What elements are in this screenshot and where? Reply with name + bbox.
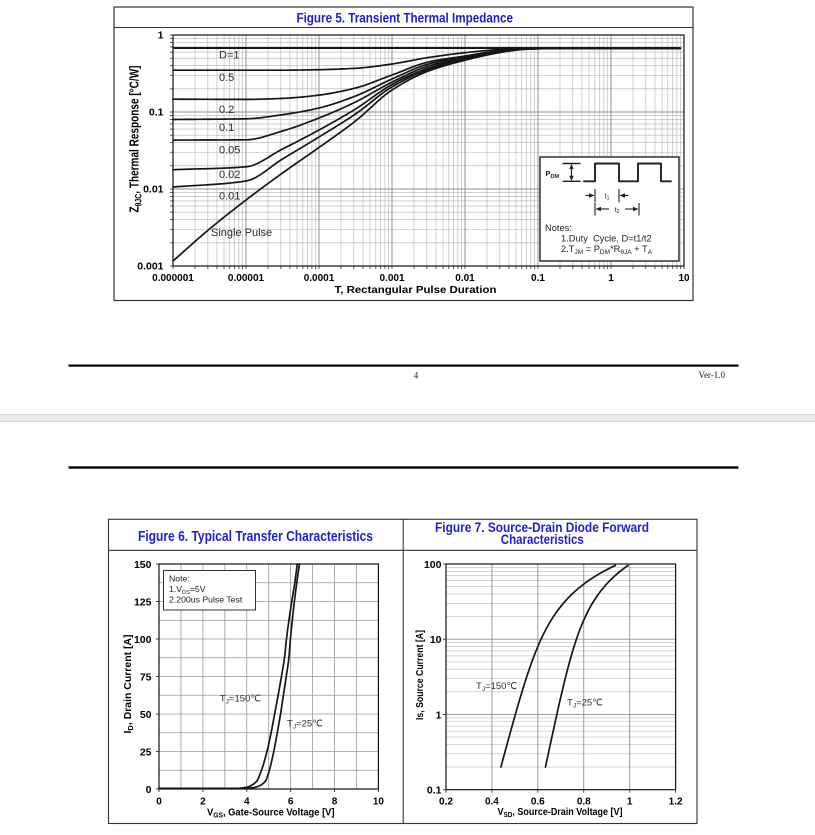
svg-text:1: 1 bbox=[436, 709, 442, 721]
svg-text:1.2: 1.2 bbox=[669, 797, 683, 808]
svg-text:0.4: 0.4 bbox=[485, 797, 499, 808]
svg-text:0.05: 0.05 bbox=[219, 145, 240, 157]
svg-text:0.001: 0.001 bbox=[379, 273, 404, 284]
svg-text:VGS, Gate-Source Voltage [V]: VGS, Gate-Source Voltage [V] bbox=[207, 807, 335, 820]
svg-text:0: 0 bbox=[156, 797, 162, 808]
svg-text:1: 1 bbox=[627, 797, 633, 808]
svg-text:0.1: 0.1 bbox=[149, 107, 164, 119]
svg-text:50: 50 bbox=[140, 709, 152, 721]
svg-text:1.VDS=5V: 1.VDS=5V bbox=[169, 584, 206, 596]
svg-text:25: 25 bbox=[140, 746, 152, 758]
svg-text:TJ=150℃: TJ=150℃ bbox=[220, 694, 261, 706]
svg-text:10: 10 bbox=[678, 273, 690, 284]
svg-text:1.Duty Cycle, D=t1/t2: 1.Duty Cycle, D=t1/t2 bbox=[561, 234, 652, 244]
svg-text:0.000001: 0.000001 bbox=[152, 273, 194, 284]
svg-text:2.200us Pulse Test: 2.200us Pulse Test bbox=[169, 595, 243, 605]
svg-text:10: 10 bbox=[373, 797, 385, 808]
svg-text:0.01: 0.01 bbox=[219, 191, 240, 203]
svg-text:Figure 5. Transient Thermal Im: Figure 5. Transient Thermal Impedance bbox=[296, 10, 513, 26]
svg-text:0.0001: 0.0001 bbox=[304, 273, 335, 284]
svg-text:0.8: 0.8 bbox=[577, 797, 591, 808]
svg-text:VSD, Source-Drain Voltage [V]: VSD, Source-Drain Voltage [V] bbox=[498, 806, 623, 819]
svg-text:100: 100 bbox=[424, 559, 442, 571]
svg-text:0.2: 0.2 bbox=[439, 797, 453, 808]
svg-text:Is, Source Current [A]: Is, Source Current [A] bbox=[414, 630, 426, 720]
svg-text:0.01: 0.01 bbox=[455, 273, 475, 284]
svg-text:6: 6 bbox=[288, 797, 294, 808]
svg-text:0.1: 0.1 bbox=[427, 785, 442, 797]
svg-text:Ver-1.0: Ver-1.0 bbox=[698, 370, 725, 380]
svg-text:Note:: Note: bbox=[169, 574, 190, 584]
svg-text:75: 75 bbox=[140, 671, 152, 683]
svg-text:8: 8 bbox=[332, 797, 338, 808]
svg-text:Figure 6. Typical Transfer Cha: Figure 6. Typical Transfer Characteristi… bbox=[138, 529, 373, 545]
svg-text:0.1: 0.1 bbox=[531, 273, 545, 284]
svg-text:0.00001: 0.00001 bbox=[228, 273, 265, 284]
svg-text:0.1: 0.1 bbox=[219, 122, 234, 134]
svg-text:Single Pulse: Single Pulse bbox=[211, 227, 272, 239]
svg-text:0.001: 0.001 bbox=[137, 261, 163, 273]
svg-text:PDM: PDM bbox=[546, 169, 560, 180]
svg-text:t2: t2 bbox=[615, 207, 620, 215]
svg-text:150: 150 bbox=[134, 559, 152, 571]
svg-text:Characteristics: Characteristics bbox=[501, 532, 584, 547]
svg-text:4: 4 bbox=[414, 371, 419, 381]
svg-text:TJ=150℃: TJ=150℃ bbox=[476, 681, 517, 693]
svg-text:100: 100 bbox=[134, 634, 152, 646]
svg-text:4: 4 bbox=[244, 797, 250, 808]
svg-text:t1: t1 bbox=[605, 194, 610, 202]
svg-text:0.6: 0.6 bbox=[531, 797, 545, 808]
svg-text:TJ=25℃: TJ=25℃ bbox=[287, 719, 323, 731]
svg-text:125: 125 bbox=[134, 596, 152, 608]
svg-text:Figure 7. Source-Drain Diode F: Figure 7. Source-Drain Diode Forward bbox=[435, 520, 649, 535]
svg-text:D=1: D=1 bbox=[219, 50, 240, 62]
svg-text:2.TJM = PDM*RθJA + TA: 2.TJM = PDM*RθJA + TA bbox=[561, 244, 653, 256]
svg-text:10: 10 bbox=[430, 634, 442, 646]
svg-text:ID, Drain Current [A]: ID, Drain Current [A] bbox=[122, 635, 135, 734]
svg-text:0.5: 0.5 bbox=[219, 72, 234, 84]
svg-text:T, Rectangular Pulse Duration: T, Rectangular Pulse Duration bbox=[335, 284, 497, 296]
svg-text:Notes:: Notes: bbox=[545, 223, 572, 233]
svg-text:1: 1 bbox=[158, 30, 164, 42]
svg-text:0.02: 0.02 bbox=[219, 169, 240, 181]
svg-text:2: 2 bbox=[200, 797, 206, 808]
svg-text:ZθJC, Thermal Response [°C/W]: ZθJC, Thermal Response [°C/W] bbox=[127, 66, 144, 213]
svg-text:0: 0 bbox=[146, 784, 152, 796]
svg-text:0.2: 0.2 bbox=[219, 104, 234, 116]
svg-text:0.01: 0.01 bbox=[143, 184, 164, 196]
svg-text:1: 1 bbox=[608, 273, 614, 284]
svg-text:TJ=25℃: TJ=25℃ bbox=[567, 698, 603, 710]
